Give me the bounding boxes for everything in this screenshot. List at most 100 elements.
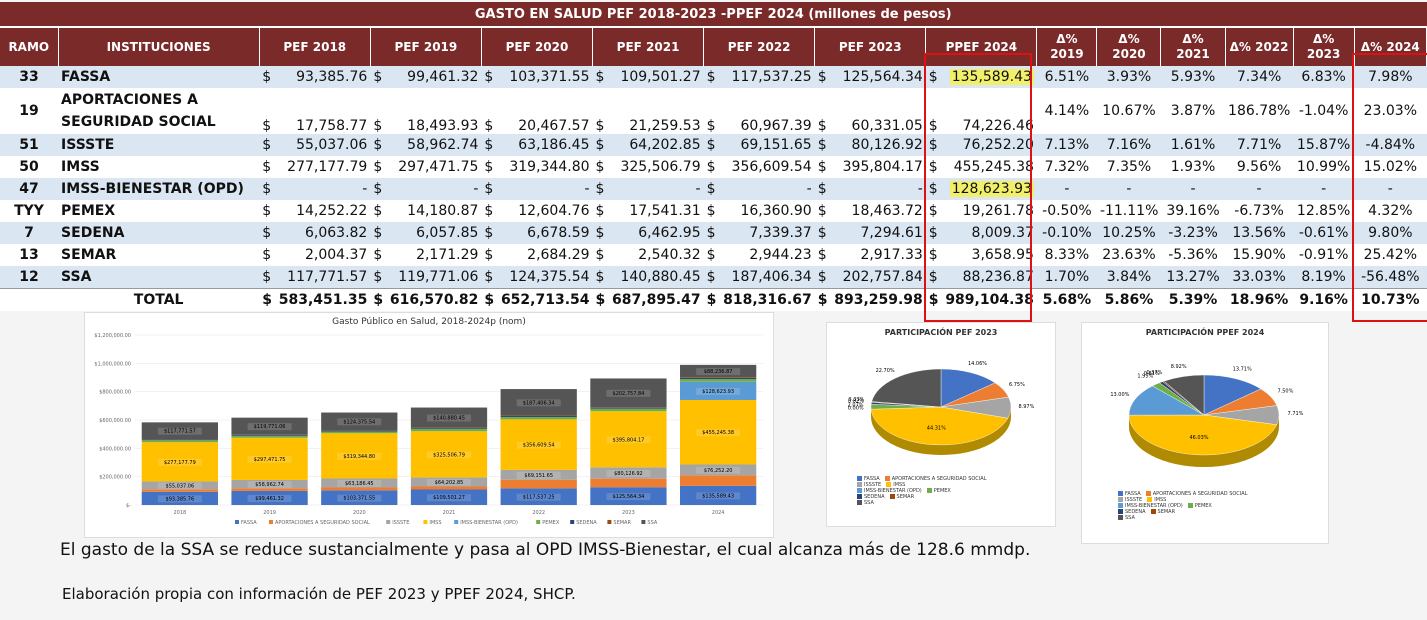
currency-sign: $	[484, 247, 494, 263]
currency-sign: $	[262, 69, 272, 85]
amount-value: 64,202.85	[629, 137, 701, 153]
total-delta-cell: 18.96%	[1225, 288, 1294, 311]
bar-label-bg	[247, 494, 292, 502]
currency-sign: $	[484, 292, 495, 308]
pie-data-label: 13.71%	[1233, 367, 1252, 373]
pie-slice	[871, 368, 942, 408]
bar-segment	[231, 437, 308, 480]
amount-value: 125,564.34	[842, 69, 923, 85]
bar-label-bg	[337, 452, 382, 460]
currency-sign: $	[817, 159, 827, 175]
delta-cell: -56.48%	[1354, 266, 1427, 289]
money-cell: $21,259.53	[592, 88, 704, 134]
header-instituciones: INSTITUCIONES	[58, 27, 260, 66]
bar-data-label: $135,589.43	[702, 493, 734, 499]
legend-swatch	[1118, 515, 1123, 520]
y-tick-label: $1,200,000.00	[94, 333, 131, 339]
amount-value: 2,540.32	[638, 247, 701, 263]
x-tick-label: 2024	[712, 510, 725, 516]
delta-cell: 15.87%	[1293, 134, 1355, 156]
delta-cell: 10.67%	[1096, 88, 1161, 134]
amount-value: 7,294.61	[860, 225, 923, 241]
delta-cell: 6.51%	[1036, 66, 1097, 88]
delta-cell: 12.85%	[1293, 200, 1355, 222]
table-row: 33 FASSA $93,385.76 $99,461.32 $103,371.55 $1…	[0, 66, 1427, 88]
currency-sign: $	[928, 292, 939, 308]
amount-value: 117,771.57	[287, 269, 368, 285]
legend-swatch	[1187, 503, 1193, 508]
bar-data-label: $63,186.45	[345, 481, 374, 487]
amount-value: 3,658.95	[971, 247, 1034, 263]
y-tick-label: $600,000.00	[99, 418, 131, 424]
bar-segment	[231, 479, 308, 489]
money-cell: $ -	[481, 178, 593, 200]
x-tick-label: 2018	[173, 510, 186, 516]
legend-swatch	[536, 520, 541, 524]
bar-label-bg	[337, 479, 382, 487]
pie-chart-2023: PARTICIPACIÓN PEF 2023 14.06% 6.75% 8.97% 4…	[826, 322, 1056, 527]
bar-segment	[410, 428, 488, 432]
amount-value: 6,462.95	[638, 225, 701, 241]
ramo-cell: 50	[0, 156, 59, 178]
currency-sign: $	[817, 247, 827, 263]
legend-label: ISSSTE	[864, 482, 882, 488]
legend-label: PEMEX	[1194, 503, 1212, 509]
pie-data-label: 0.37%	[1147, 370, 1163, 376]
bar-segment	[410, 477, 488, 487]
delta-cell: -	[1036, 178, 1097, 200]
pie-2023-plot: 14.06% 6.75% 8.97% 44.31% 0.00%2.07%0.82%0.3…	[848, 361, 1035, 455]
pie-data-label: 2.07%	[848, 403, 864, 409]
y-tick-label: $1,000,000.00	[94, 361, 131, 367]
money-cell: $395,804.17	[814, 156, 926, 178]
money-cell: $14,252.22	[259, 200, 371, 222]
bar-segment	[590, 478, 667, 488]
y-tick-label: $400,000.00	[99, 446, 131, 452]
money-cell: $128,623.93	[925, 178, 1037, 200]
bar-data-label: $455,245.38	[702, 430, 734, 436]
total-label: TOTAL	[58, 288, 260, 311]
legend-item: SSA	[1118, 515, 1135, 521]
amount-value: 14,252.22	[296, 203, 368, 219]
money-cell: $ -	[592, 178, 704, 200]
money-cell: $6,462.95	[592, 222, 704, 244]
money-cell: $124,375.54	[481, 266, 593, 289]
currency-sign: $	[262, 118, 272, 134]
bar-label-bg	[606, 493, 651, 501]
money-cell: $356,609.54	[703, 156, 815, 178]
delta-cell: -0.91%	[1293, 244, 1355, 266]
bar-segment	[410, 489, 488, 505]
money-cell: $88,236.87	[925, 266, 1037, 289]
money-cell: $18,463.72	[814, 200, 926, 222]
currency-sign: $	[928, 225, 938, 241]
currency-sign: $	[928, 159, 938, 175]
bar-segment	[141, 422, 218, 440]
institution-name: PEMEX	[61, 203, 116, 219]
bar-segment	[141, 481, 218, 490]
bar-segment	[500, 469, 577, 480]
delta-cell: 4.32%	[1354, 200, 1427, 222]
delta-cell: 7.35%	[1096, 156, 1161, 178]
money-cell: $455,245.38	[925, 156, 1037, 178]
legend-swatch	[235, 520, 239, 524]
bar-segment	[680, 485, 757, 505]
delta-cell: -0.61%	[1293, 222, 1355, 244]
bar-data-label: $55,037.06	[166, 483, 195, 489]
amount-value: 893,259.98	[834, 292, 923, 308]
total-delta-cell: 5.68%	[1036, 288, 1097, 311]
currency-sign: $	[373, 159, 383, 175]
legend-label: SEDENA	[1125, 509, 1146, 515]
amount-value: 17,758.77	[296, 118, 368, 134]
money-cell: $60,331.05	[814, 88, 926, 134]
currency-sign: $	[817, 181, 827, 197]
bar-label-bg	[337, 418, 382, 426]
bar-segment	[500, 488, 577, 505]
delta-cell: 9.80%	[1354, 222, 1427, 244]
amount-value: 19,261.78	[962, 203, 1034, 219]
bar-data-label: $395,804.17	[613, 437, 645, 443]
amount-value: 616,570.82	[389, 292, 479, 308]
amount-value: 8,009.37	[971, 225, 1034, 241]
amount-value: 12,604.76	[518, 203, 590, 219]
currency-sign: $	[595, 118, 605, 134]
table-row: 51 ISSSTE $55,037.06 $58,962.74 $63,186.45 $6…	[0, 134, 1427, 156]
header-delta: Δ% 2020	[1096, 27, 1162, 66]
